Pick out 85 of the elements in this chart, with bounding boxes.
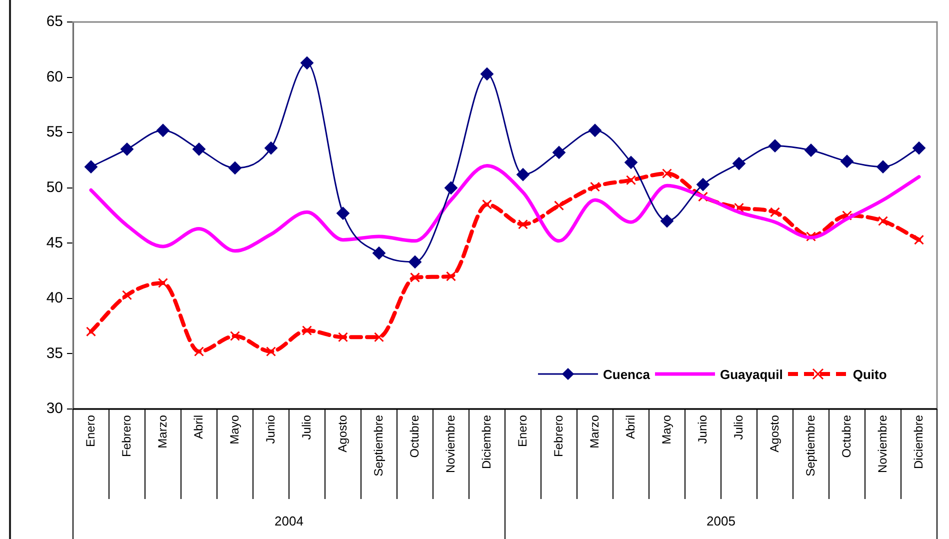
y-tick-label: 60	[46, 68, 63, 86]
y-tick-label: 65	[46, 13, 63, 30]
y-tick-label: 35	[46, 344, 63, 362]
point	[842, 210, 852, 220]
x-tick-label: Junio	[263, 414, 278, 444]
point	[230, 331, 240, 342]
point	[264, 142, 278, 155]
y-tick-label: 40	[46, 290, 63, 307]
point	[806, 232, 816, 242]
point	[266, 346, 276, 356]
point	[122, 290, 132, 300]
x-tick-label: Agosto	[767, 414, 782, 452]
x-tick-label: Noviembre	[443, 414, 458, 474]
x-tick-label: Abril	[623, 415, 638, 440]
point	[876, 160, 890, 174]
x-tick-label: Julio	[731, 414, 746, 440]
point	[482, 199, 492, 210]
point	[660, 214, 674, 228]
point	[914, 234, 924, 245]
x-tick-label: Agosto	[335, 414, 350, 452]
point	[662, 168, 672, 178]
x-tick-label: Abril	[191, 415, 206, 440]
point	[156, 124, 170, 137]
point	[86, 326, 96, 337]
point	[626, 175, 636, 186]
point	[410, 272, 420, 282]
y-tick-label: 45	[46, 234, 63, 252]
point	[338, 332, 348, 342]
legend-label: Quito	[852, 366, 887, 382]
point	[302, 326, 312, 336]
point	[374, 332, 384, 342]
text: 2004	[274, 514, 304, 529]
point	[840, 154, 854, 168]
point	[194, 346, 204, 356]
y-tick-label: 55	[46, 124, 63, 141]
point	[84, 160, 98, 174]
point	[768, 139, 782, 152]
x-tick-label: Diciembre	[911, 414, 926, 470]
point	[770, 207, 780, 218]
point	[480, 67, 494, 80]
y-tick-label: 30	[46, 400, 63, 418]
point	[336, 206, 350, 220]
x-tick-label: Febrero	[119, 414, 134, 458]
point	[372, 246, 386, 260]
x-tick-label: Diciembre	[479, 414, 494, 470]
x-tick-label: Enero	[83, 414, 98, 448]
text: 2005	[706, 514, 736, 529]
x-tick-label: Noviembre	[875, 414, 890, 474]
point	[588, 124, 602, 137]
x-tick-label: Febrero	[551, 414, 566, 458]
point	[408, 255, 422, 268]
x-tick-label: Junio	[695, 414, 710, 444]
x-tick-label: Marzo	[587, 414, 602, 448]
y-tick-label: 50	[46, 179, 63, 196]
legend-label: Guayaquil	[720, 366, 783, 382]
point	[878, 216, 888, 226]
x-tick-label: Mayo	[227, 414, 242, 444]
point	[732, 157, 746, 170]
x-tick-label: Octubre	[407, 414, 422, 458]
point	[696, 178, 710, 192]
point	[554, 200, 564, 211]
point	[158, 278, 168, 288]
point	[516, 168, 530, 182]
point	[518, 219, 528, 230]
x-tick-label: Septiembre	[371, 414, 386, 476]
point	[444, 181, 458, 194]
x-tick-label: Octubre	[839, 414, 854, 458]
point	[192, 142, 206, 156]
point	[912, 142, 926, 155]
x-tick-label: Marzo	[155, 414, 170, 448]
point	[120, 142, 134, 156]
line-series	[89, 164, 921, 253]
legend-label: Cuenca	[603, 366, 650, 382]
point	[734, 202, 744, 213]
x-tick-label: Septiembre	[803, 414, 818, 476]
x-tick-label: Enero	[515, 414, 530, 448]
point	[552, 146, 566, 159]
point	[624, 156, 638, 169]
x-tick-label: Mayo	[659, 414, 674, 444]
point	[804, 144, 818, 157]
point	[228, 161, 242, 174]
point	[446, 271, 456, 282]
x-tick-label: Julio	[299, 414, 314, 440]
point	[590, 182, 600, 192]
point	[300, 56, 314, 70]
